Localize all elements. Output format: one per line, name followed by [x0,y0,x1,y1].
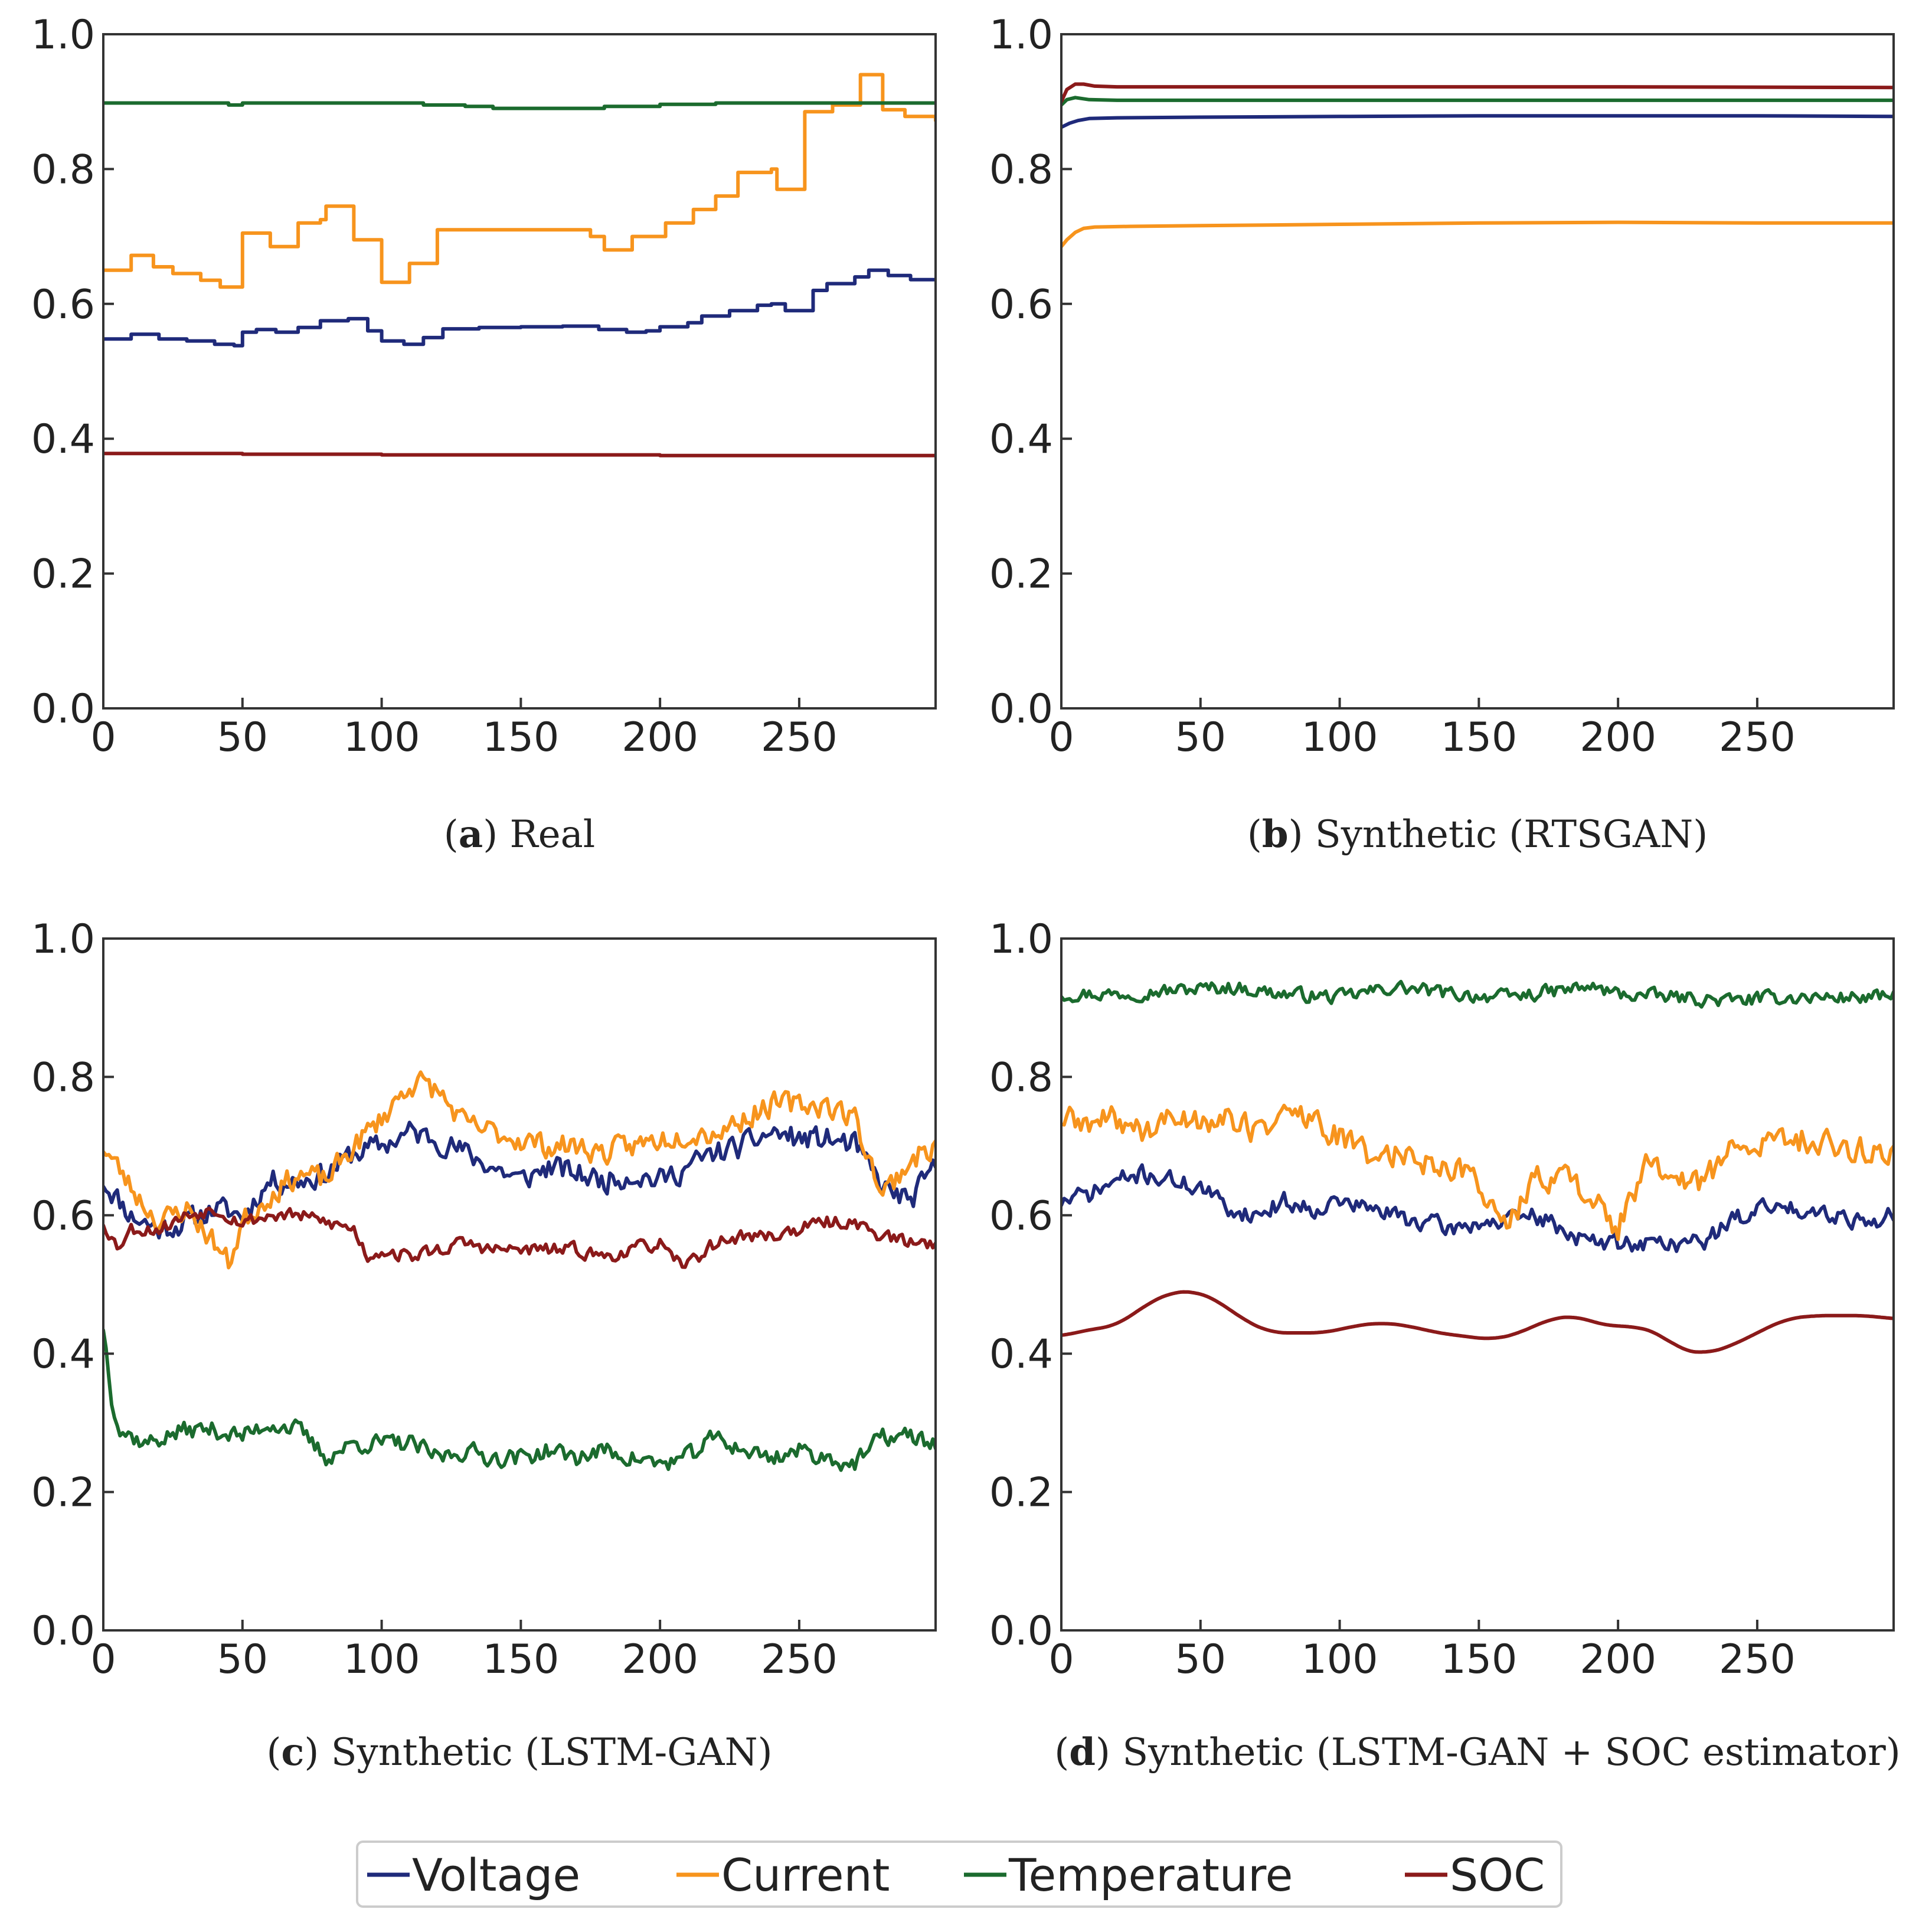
x-tick-label: 200 [1580,714,1656,761]
panel-caption: (a) Real [444,812,595,857]
caption-letter: b [1262,812,1289,857]
x-tick-label: 0 [1048,714,1074,761]
x-tick-label: 150 [1440,1636,1517,1683]
caption-text: ) Synthetic (LSTM-GAN + SOC estimator) [1096,1731,1901,1774]
caption-letter: a [459,812,483,857]
x-tick-label: 100 [344,714,420,761]
legend-label: Voltage [412,1849,580,1901]
series-line-current [103,1070,936,1270]
y-tick-label: 0.2 [989,551,1053,598]
x-tick-label: 150 [482,714,559,761]
legend-label: SOC [1450,1849,1545,1901]
panel-caption: (d) Synthetic (LSTM-GAN + SOC estimator) [1054,1730,1900,1774]
series-line-temperature [1061,979,1894,1009]
y-tick-label: 0.6 [31,282,95,328]
x-tick-label: 100 [344,1636,420,1683]
plot-frame [1060,33,1895,710]
series-line-voltage [1061,114,1894,129]
series-line-current [1061,1103,1894,1241]
series-line-current [103,73,936,289]
series-line-voltage [1061,1163,1894,1253]
x-tick-label: 150 [1440,714,1517,761]
chart-panel-d: 0 50 100 150 200 250 0.0 0.2 0.4 0.6 0.8 1.0 (d) Syn… [989,916,1901,1774]
x-tick-label: 50 [1175,714,1227,761]
series-line-soc [103,452,936,457]
caption-letter: d [1069,1730,1096,1774]
y-tick-label: 0.8 [989,146,1053,193]
y-tick-label: 0.8 [989,1054,1053,1101]
x-tick-label: 50 [217,1636,269,1683]
series-group [103,73,936,457]
y-tick-label: 0.4 [31,416,95,463]
y-tick-label: 0.2 [31,551,95,598]
legend: Voltage Current Temperature SOC [356,1841,1562,1908]
y-tick-label: 1.0 [31,916,95,963]
y-tick-label: 1.0 [989,12,1053,58]
x-tick-label: 0 [90,714,116,761]
plot-frame [102,937,937,1632]
x-tick-label: 0 [1048,1636,1074,1683]
x-tick-label: 250 [761,1636,838,1683]
legend-entry-soc: SOC [1405,1849,1545,1901]
caption-text: ) Synthetic (LSTM-GAN) [304,1731,772,1774]
legend-entry-current: Current [676,1849,890,1901]
panel-caption: (c) Synthetic (LSTM-GAN) [266,1730,772,1774]
legend-label: Current [721,1849,890,1901]
x-tick-label: 50 [1175,1636,1227,1683]
series-group [1061,979,1894,1354]
x-tick-label: 50 [217,714,269,761]
x-tick-label: 200 [1580,1636,1656,1683]
series-line-soc [1061,1290,1894,1354]
chart-panel-c: 0 50 100 150 200 250 0.0 0.2 0.4 0.6 0.8 1.0 (c) Syn… [31,916,937,1774]
y-tick-label: 0.0 [989,686,1053,733]
y-tick-label: 0.8 [31,1054,95,1101]
y-tick-label: 0.4 [31,1331,95,1378]
y-tick-label: 0.6 [31,1193,95,1240]
series-line-current [1061,220,1894,249]
caption-letter: c [281,1730,304,1774]
panel-caption: (b) Synthetic (RTSGAN) [1247,812,1708,857]
y-tick-label: 0.8 [31,146,95,193]
chart-panel-a: 0 50 100 150 200 250 0.0 0.2 0.4 0.6 0.8 1.0 (a) Rea… [31,12,937,857]
series-line-soc [103,1207,936,1269]
y-tick-label: 1.0 [31,12,95,58]
series-line-voltage [103,268,936,348]
x-tick-label: 200 [622,714,698,761]
series-line-temperature [103,101,936,110]
y-tick-label: 0.2 [31,1470,95,1516]
x-tick-label: 100 [1302,714,1378,761]
y-tick-label: 0.0 [989,1608,1053,1655]
y-tick-label: 0.2 [989,1470,1053,1516]
x-tick-label: 250 [761,714,838,761]
legend-entry-voltage: Voltage [367,1849,580,1901]
caption-text: ) Real [483,813,595,857]
x-tick-label: 100 [1302,1636,1378,1683]
plot-frame [102,33,937,710]
x-tick-label: 0 [90,1636,116,1683]
series-line-soc [1061,82,1894,104]
chart-panel-b: 0 50 100 150 200 250 0.0 0.2 0.4 0.6 0.8 1.0 (b) Syn… [989,12,1895,857]
legend-box [356,1841,1562,1908]
y-tick-label: 0.0 [31,1608,95,1655]
y-tick-label: 0.6 [989,282,1053,328]
x-tick-label: 250 [1719,714,1796,761]
x-tick-label: 150 [482,1636,559,1683]
panels: 0 50 100 150 200 250 0.0 0.2 0.4 0.6 0.8 1.0 (a) Rea… [31,12,1901,1774]
y-tick-label: 0.4 [989,416,1053,463]
x-tick-label: 250 [1719,1636,1796,1683]
legend-label: Temperature [1008,1849,1293,1901]
legend-entry-temperature: Temperature [964,1849,1293,1901]
plot-frame [1060,937,1895,1632]
series-line-temperature [1061,96,1894,107]
y-tick-label: 1.0 [989,916,1053,963]
caption-text: ) Synthetic (RTSGAN) [1289,813,1708,857]
y-tick-label: 0.4 [989,1331,1053,1378]
series-group [1061,82,1894,249]
series-line-temperature [103,1328,936,1472]
y-tick-label: 0.6 [989,1193,1053,1240]
x-tick-label: 200 [622,1636,698,1683]
y-tick-label: 0.0 [31,686,95,733]
series-group [103,1070,936,1472]
